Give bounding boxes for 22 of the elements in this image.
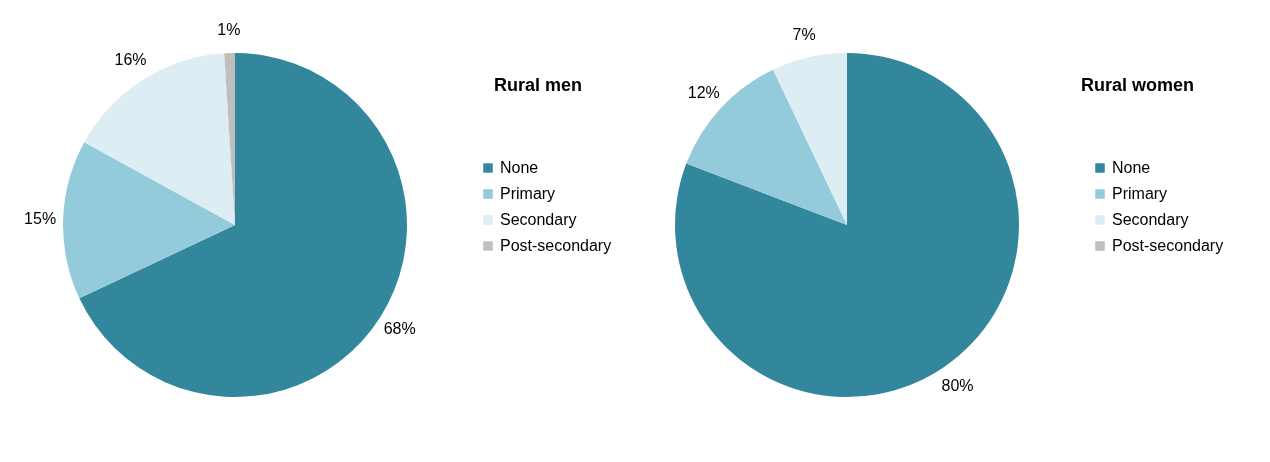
legend-label: Secondary <box>1112 211 1189 228</box>
pie-slice <box>84 53 235 225</box>
data-label: 7% <box>792 25 816 43</box>
data-label: 16% <box>114 51 147 69</box>
legend-label: Primary <box>500 185 556 202</box>
legend-label: None <box>500 159 539 176</box>
data-label: 15% <box>24 209 57 227</box>
data-label: 68% <box>383 320 416 338</box>
pie-slice <box>686 69 847 225</box>
pie-slice <box>675 53 1019 397</box>
legend-label: Post-secondary <box>500 237 612 254</box>
data-label: 80% <box>941 376 974 394</box>
legend-label: Post-secondary <box>1112 237 1224 254</box>
pie-slice <box>63 142 235 299</box>
data-label: 1% <box>217 21 241 39</box>
legend-label: Primary <box>1112 185 1168 202</box>
text: Rural men <box>493 75 582 95</box>
data-label: 12% <box>687 83 720 101</box>
pie-slice <box>773 53 847 225</box>
legend-label: Secondary <box>500 211 577 228</box>
text: Rural women <box>1080 75 1194 95</box>
legend-label: None <box>1112 159 1151 176</box>
